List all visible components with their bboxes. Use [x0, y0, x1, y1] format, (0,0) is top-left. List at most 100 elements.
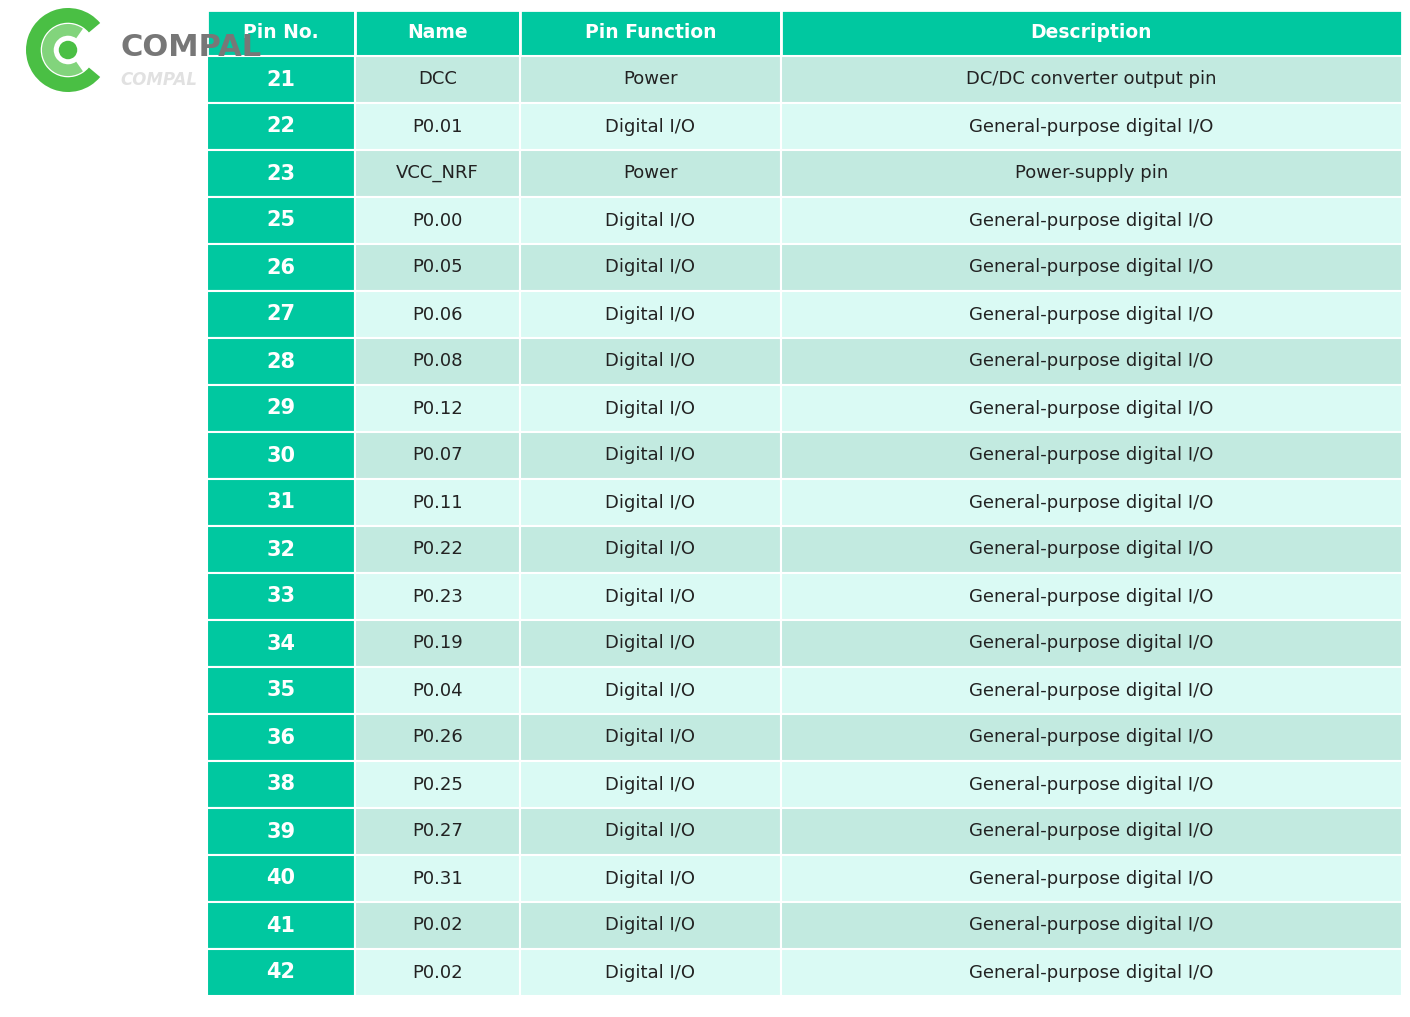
- Bar: [207, 620, 355, 667]
- Bar: [781, 667, 1402, 714]
- Text: Pin Function: Pin Function: [585, 23, 716, 43]
- Text: 42: 42: [266, 962, 296, 982]
- Bar: [207, 949, 355, 996]
- Bar: [781, 56, 1402, 103]
- Bar: [781, 526, 1402, 573]
- Text: General-purpose digital I/O: General-purpose digital I/O: [969, 353, 1214, 370]
- Bar: [781, 197, 1402, 244]
- Bar: [520, 573, 781, 620]
- Bar: [520, 479, 781, 526]
- Text: 21: 21: [266, 69, 296, 89]
- Bar: [355, 197, 520, 244]
- Bar: [520, 103, 781, 149]
- Bar: [207, 714, 355, 761]
- Bar: [520, 902, 781, 949]
- Text: Digital I/O: Digital I/O: [605, 353, 695, 370]
- Text: P0.05: P0.05: [412, 258, 462, 277]
- Bar: [781, 432, 1402, 479]
- Text: 25: 25: [266, 211, 296, 231]
- Text: Digital I/O: Digital I/O: [605, 446, 695, 465]
- Text: General-purpose digital I/O: General-purpose digital I/O: [969, 635, 1214, 653]
- Text: General-purpose digital I/O: General-purpose digital I/O: [969, 776, 1214, 793]
- Text: P0.27: P0.27: [412, 823, 462, 840]
- Bar: [520, 10, 781, 56]
- Bar: [781, 620, 1402, 667]
- Bar: [355, 949, 520, 996]
- Bar: [207, 338, 355, 385]
- Bar: [207, 149, 355, 197]
- Text: 34: 34: [266, 634, 296, 654]
- Bar: [520, 807, 781, 855]
- Bar: [520, 620, 781, 667]
- Text: 36: 36: [266, 727, 296, 747]
- Bar: [355, 103, 520, 149]
- Bar: [520, 761, 781, 807]
- Text: Digital I/O: Digital I/O: [605, 823, 695, 840]
- Bar: [781, 479, 1402, 526]
- Bar: [355, 526, 520, 573]
- Text: Digital I/O: Digital I/O: [605, 963, 695, 981]
- Bar: [520, 855, 781, 902]
- Text: P0.08: P0.08: [412, 353, 462, 370]
- Bar: [781, 949, 1402, 996]
- Text: Power-supply pin: Power-supply pin: [1015, 165, 1167, 182]
- Text: Name: Name: [407, 23, 468, 43]
- Text: Description: Description: [1031, 23, 1152, 43]
- Text: Digital I/O: Digital I/O: [605, 493, 695, 512]
- Bar: [520, 56, 781, 103]
- Wedge shape: [42, 24, 83, 76]
- Bar: [207, 761, 355, 807]
- Text: General-purpose digital I/O: General-purpose digital I/O: [969, 446, 1214, 465]
- Bar: [520, 714, 781, 761]
- Text: P0.04: P0.04: [412, 681, 462, 700]
- Text: Power: Power: [623, 70, 678, 88]
- Bar: [207, 526, 355, 573]
- Bar: [207, 197, 355, 244]
- Text: P0.01: P0.01: [412, 118, 462, 135]
- Text: General-purpose digital I/O: General-purpose digital I/O: [969, 540, 1214, 558]
- Bar: [520, 385, 781, 432]
- Text: Digital I/O: Digital I/O: [605, 776, 695, 793]
- Bar: [207, 855, 355, 902]
- Text: P0.12: P0.12: [412, 400, 462, 418]
- Bar: [781, 149, 1402, 197]
- Text: 38: 38: [266, 775, 296, 794]
- Bar: [520, 149, 781, 197]
- Bar: [520, 949, 781, 996]
- Bar: [355, 902, 520, 949]
- Text: Digital I/O: Digital I/O: [605, 916, 695, 935]
- Bar: [355, 149, 520, 197]
- Bar: [781, 291, 1402, 338]
- Bar: [355, 761, 520, 807]
- Bar: [355, 432, 520, 479]
- Bar: [355, 244, 520, 291]
- Text: 26: 26: [266, 257, 296, 278]
- Bar: [781, 761, 1402, 807]
- Text: General-purpose digital I/O: General-purpose digital I/O: [969, 588, 1214, 605]
- Text: 27: 27: [266, 304, 296, 324]
- Text: P0.23: P0.23: [412, 588, 462, 605]
- Bar: [355, 714, 520, 761]
- Text: General-purpose digital I/O: General-purpose digital I/O: [969, 400, 1214, 418]
- Text: DCC: DCC: [419, 70, 457, 88]
- Text: P0.31: P0.31: [412, 870, 462, 888]
- Bar: [520, 432, 781, 479]
- Bar: [355, 855, 520, 902]
- Text: P0.19: P0.19: [412, 635, 462, 653]
- Text: 31: 31: [266, 492, 296, 513]
- Text: Digital I/O: Digital I/O: [605, 681, 695, 700]
- Text: VCC_NRF: VCC_NRF: [396, 165, 479, 182]
- Bar: [520, 291, 781, 338]
- Bar: [781, 902, 1402, 949]
- Text: General-purpose digital I/O: General-purpose digital I/O: [969, 305, 1214, 323]
- Bar: [355, 620, 520, 667]
- Text: Digital I/O: Digital I/O: [605, 540, 695, 558]
- Bar: [520, 526, 781, 573]
- Bar: [520, 338, 781, 385]
- Text: P0.25: P0.25: [412, 776, 462, 793]
- Text: Digital I/O: Digital I/O: [605, 400, 695, 418]
- Bar: [355, 667, 520, 714]
- Bar: [207, 10, 355, 56]
- Bar: [355, 291, 520, 338]
- Text: General-purpose digital I/O: General-purpose digital I/O: [969, 870, 1214, 888]
